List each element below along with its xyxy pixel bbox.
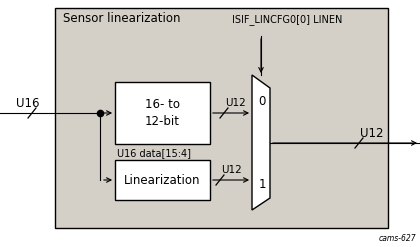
Text: 1: 1 (258, 178, 266, 190)
Text: U12: U12 (221, 165, 242, 175)
Text: Linearization: Linearization (124, 173, 201, 186)
Text: U16 data[15:4]: U16 data[15:4] (117, 148, 191, 158)
Text: ISIF_LINCFG0[0] LINEN: ISIF_LINCFG0[0] LINEN (232, 14, 342, 25)
Text: 0: 0 (258, 95, 266, 108)
Text: 16- to
12-bit: 16- to 12-bit (145, 98, 180, 128)
Polygon shape (252, 75, 270, 210)
Text: U12: U12 (360, 127, 383, 140)
Bar (55, 8, 388, 228)
Text: cams-627: cams-627 (378, 234, 416, 243)
Text: Sensor linearization: Sensor linearization (63, 12, 181, 25)
Bar (115, 82, 210, 144)
Text: U12: U12 (225, 98, 246, 108)
Text: U16: U16 (16, 97, 39, 110)
Bar (115, 160, 210, 200)
